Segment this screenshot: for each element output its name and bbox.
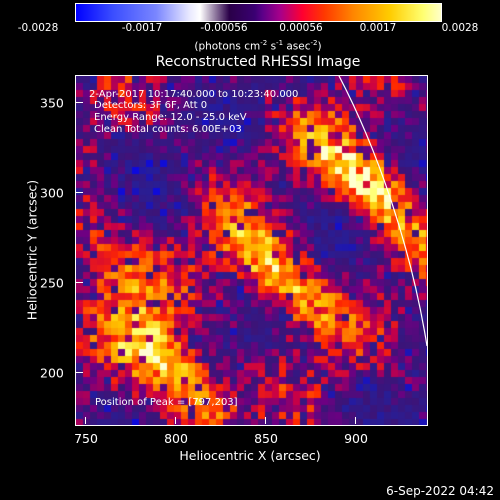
x-axis-label: Heliocentric X (arcsec) xyxy=(179,448,321,463)
colorbar-tick-label: 0.00056 xyxy=(279,22,323,34)
rhessi-image-map[interactable] xyxy=(76,76,427,425)
peak-position-label: Position of Peak = [797,203] xyxy=(95,397,238,408)
y-tick-label: 300 xyxy=(40,185,64,201)
x-tick-label: 850 xyxy=(254,431,278,446)
x-tick-label: 900 xyxy=(344,431,368,446)
clean-counts-label: Clean Total counts: 6.00E+03 xyxy=(94,124,242,135)
x-tick-mark xyxy=(355,417,356,424)
x-tick-label: 750 xyxy=(74,431,98,446)
colorbar-tick-label: -0.0028 xyxy=(17,22,59,34)
x-tick-mark xyxy=(265,417,266,424)
detectors-label: Detectors: 3F 6F, Att 0 xyxy=(94,100,208,111)
colorbar-tick-label: 0.0017 xyxy=(359,22,397,34)
colorbar-tick-label: -0.0017 xyxy=(121,22,163,34)
colorbar-tick-label: 0.0028 xyxy=(441,22,479,34)
x-tick-mark xyxy=(175,417,176,424)
y-axis-label: Heliocentric Y (arcsec) xyxy=(24,179,40,321)
energy-range-label: Energy Range: 12.0 - 25.0 keV xyxy=(94,112,247,123)
colorbar-unit-label: (photons cm-2 s-1 asec-2) xyxy=(194,39,322,53)
plot-timestamp: 6-Sep-2022 04:42 xyxy=(386,484,494,498)
time-range-label: 2-Apr-2017 10:17:40.000 to 10:23:40.000 xyxy=(89,89,299,100)
x-tick-label: 800 xyxy=(164,431,188,446)
y-tick-mark xyxy=(76,372,83,373)
colorbar xyxy=(75,3,442,22)
y-tick-label: 200 xyxy=(40,365,64,381)
y-tick-mark xyxy=(76,282,83,283)
plot-title: Reconstructed RHESSI Image xyxy=(155,54,361,70)
y-tick-label: 350 xyxy=(40,95,64,111)
y-tick-mark xyxy=(76,192,83,193)
image-plot[interactable]: 2-Apr-2017 10:17:40.000 to 10:23:40.000 … xyxy=(75,75,428,426)
colorbar-tick-label: -0.00056 xyxy=(200,22,248,34)
limb-overlay xyxy=(338,76,427,347)
solar-limb-line xyxy=(338,76,427,347)
x-tick-mark xyxy=(85,417,86,424)
y-tick-label: 250 xyxy=(40,275,64,291)
y-tick-mark xyxy=(76,102,83,103)
